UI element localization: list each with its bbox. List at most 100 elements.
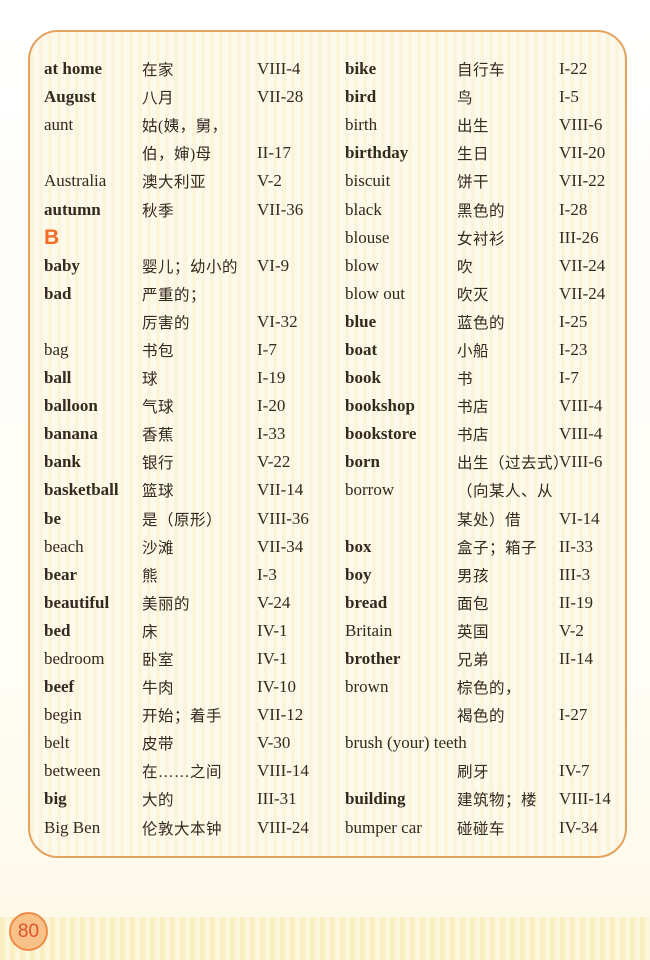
entry-reference-code: I-5	[559, 87, 579, 107]
entry-chinese: 沙滩	[142, 539, 175, 557]
entry-english: blouse	[345, 227, 390, 247]
entry-reference-code: VII-14	[257, 480, 304, 500]
entry-reference-code: V-2	[257, 171, 282, 191]
entry-chinese: 书店	[457, 399, 490, 417]
entry-english: box	[345, 536, 372, 556]
glossary-row: be 是（原形） VIII-36	[44, 505, 345, 533]
glossary-row: big 大的 III-31	[44, 785, 345, 813]
entry-chinese: 篮球	[142, 483, 175, 501]
entry-chinese: 碰碰车	[457, 820, 506, 838]
glossary-row: aunt 姑(姨，舅，	[44, 111, 345, 139]
glossary-row: Britain 英国 V-2	[345, 617, 625, 645]
entry-english: biscuit	[345, 171, 391, 191]
entry-reference-code: VIII-6	[559, 452, 603, 472]
entry-reference-code: VI-32	[257, 311, 298, 331]
entry-english: beef	[44, 677, 75, 697]
entry-english: blue	[345, 311, 377, 331]
entry-chinese: 某处）借	[457, 511, 522, 529]
entry-chinese: 书店	[457, 427, 490, 445]
entry-chinese: 澳大利亚	[142, 174, 207, 192]
entry-english: book	[345, 368, 381, 388]
entry-english: borrow	[345, 480, 395, 500]
glossary-row: 刷牙 IV-7	[345, 757, 625, 785]
entry-chinese: 饼干	[457, 174, 490, 192]
glossary-row: belt 皮带 V-30	[44, 729, 345, 757]
entry-english: brown	[345, 677, 389, 697]
entry-reference-code: I-19	[257, 368, 286, 388]
entry-chinese: 棕色的，	[457, 680, 522, 698]
glossary-row: bookshop 书店 VIII-4	[345, 392, 625, 420]
glossary-row: boy 男孩 III-3	[345, 561, 625, 589]
entry-reference-code: IV-10	[257, 677, 297, 697]
entry-chinese: 秋季	[142, 202, 175, 220]
entry-reference-code: IV-7	[559, 761, 590, 781]
entry-reference-code: IV-1	[257, 649, 288, 669]
entry-english: aunt	[44, 115, 74, 135]
glossary-row: begin 开始；着手 VII-12	[44, 701, 345, 729]
glossary-row: ball 球 I-19	[44, 364, 345, 392]
entry-english: bike	[345, 59, 377, 79]
glossary-row: book 书 I-7	[345, 364, 625, 392]
glossary-row: borrow （向某人、从	[345, 476, 625, 504]
entry-chinese: 小船	[457, 342, 490, 360]
glossary-row: at home 在家 VIII-4	[44, 55, 345, 83]
glossary-row: August 八月 VII-28	[44, 83, 345, 111]
entry-english: bookstore	[345, 424, 417, 444]
entry-chinese: 刷牙	[457, 764, 490, 782]
entry-reference-code: II-19	[559, 592, 593, 612]
entry-chinese: 出生	[457, 118, 490, 136]
glossary-row: brush (your) teeth	[345, 729, 625, 757]
entry-english: baby	[44, 255, 80, 275]
glossary-row: bed 床 IV-1	[44, 617, 345, 645]
glossary-row: bookstore 书店 VIII-4	[345, 420, 625, 448]
entry-reference-code: VII-24	[559, 283, 606, 303]
glossary-row: box 盒子；箱子 II-33	[345, 533, 625, 561]
entry-english: at home	[44, 59, 103, 79]
entry-english: be	[44, 508, 61, 528]
entry-reference-code: I-33	[257, 424, 286, 444]
glossary-row: bike 自行车 I-22	[345, 55, 625, 83]
glossary-row: beef 牛肉 IV-10	[44, 673, 345, 701]
entry-chinese: 姑(姨，舅，	[142, 118, 228, 136]
entry-reference-code: II-17	[257, 143, 291, 163]
entry-chinese: 熊	[142, 567, 159, 585]
glossary-row: blue 蓝色的 I-25	[345, 308, 625, 336]
entry-chinese: 鸟	[457, 90, 474, 108]
entry-chinese: 伯，婶)母	[142, 146, 212, 164]
entry-reference-code: IV-1	[257, 620, 288, 640]
glossary-row: bird 鸟 I-5	[345, 83, 625, 111]
entry-chinese: 黑色的	[457, 202, 506, 220]
entry-english: bear	[44, 564, 78, 584]
glossary-row: biscuit 饼干 VII-22	[345, 167, 625, 195]
glossary-row: born 出生（过去式） VIII-6	[345, 448, 625, 476]
entry-reference-code: I-22	[559, 59, 588, 79]
entry-chinese: 男孩	[457, 567, 490, 585]
entry-reference-code: I-20	[257, 396, 286, 416]
entry-english: beach	[44, 536, 84, 556]
entry-chinese: 婴儿；幼小的	[142, 258, 239, 276]
entry-reference-code: VI-9	[257, 255, 290, 275]
bottom-decoration-band	[0, 917, 650, 960]
entry-chinese: 牛肉	[142, 680, 175, 698]
glossary-row: bad 严重的；	[44, 280, 345, 308]
glossary-row: bear 熊 I-3	[44, 561, 345, 589]
entry-english: autumn	[44, 199, 101, 219]
entry-chinese: 书	[457, 371, 474, 389]
entry-chinese: 香蕉	[142, 427, 175, 445]
entry-english: black	[345, 199, 382, 219]
entry-english: boat	[345, 339, 378, 359]
entry-reference-code: VII-20	[559, 143, 606, 163]
glossary-row: boat 小船 I-23	[345, 336, 625, 364]
entry-english: brother	[345, 649, 401, 669]
entry-reference-code: I-27	[559, 705, 588, 725]
glossary-row: bumper car 碰碰车 IV-34	[345, 814, 625, 842]
entry-reference-code: VIII-24	[257, 817, 309, 837]
entry-reference-code: I-23	[559, 339, 588, 359]
entry-english: bad	[44, 283, 72, 303]
entry-reference-code: VIII-36	[257, 508, 309, 528]
glossary-row: baby 婴儿；幼小的 VI-9	[44, 252, 345, 280]
entry-chinese: 银行	[142, 455, 175, 473]
entry-english: beautiful	[44, 592, 110, 612]
entry-english: Britain	[345, 620, 393, 640]
entry-english: big	[44, 789, 67, 809]
